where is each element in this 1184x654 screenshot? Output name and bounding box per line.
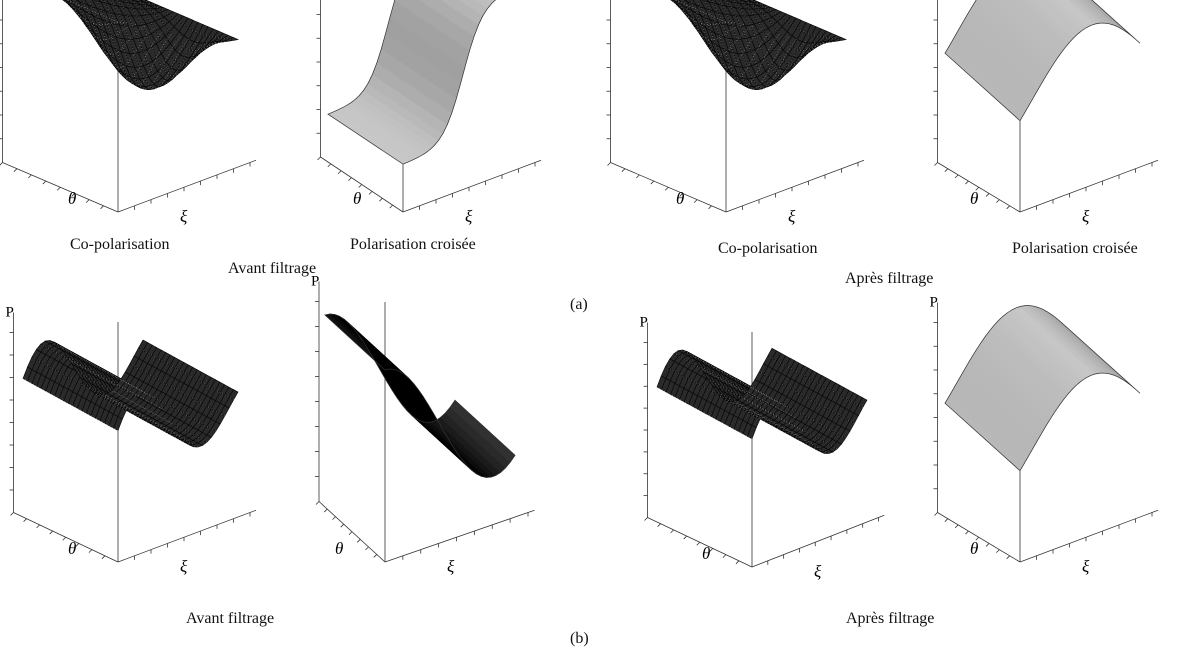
p-axis-label: P <box>930 295 938 311</box>
axes <box>315 281 535 563</box>
caption-a-right-co: Co-polarisation <box>718 240 818 257</box>
xi-axis-label: ξ <box>180 207 188 226</box>
xi-axis-label: ξ <box>814 562 822 581</box>
surface-shaded <box>944 305 1141 472</box>
axes <box>9 312 257 563</box>
p-axis-label: P <box>640 315 648 331</box>
plot-a3: Pθξ <box>606 0 865 226</box>
xi-axis-label: ξ <box>788 207 796 226</box>
xi-axis-label: ξ <box>1082 557 1090 576</box>
plot-a1: Pθξ <box>0 0 257 226</box>
theta-axis-label: θ <box>335 539 343 558</box>
plot-a2: Pθξ <box>285 0 542 226</box>
theta-axis-label: θ <box>970 539 978 558</box>
surface-mesh <box>670 0 847 90</box>
row-label-a: (a) <box>570 296 588 313</box>
theta-axis-label: θ <box>970 189 978 208</box>
theta-axis-label: θ <box>676 189 684 208</box>
caption-a-right-cross: Polarisation croisée <box>1012 240 1138 257</box>
theta-axis-label: θ <box>68 539 76 558</box>
theta-axis-label: θ <box>353 189 361 208</box>
surface-mesh <box>62 0 239 90</box>
axes <box>0 0 257 213</box>
caption-a-left-co: Co-polarisation <box>70 236 170 253</box>
surface-shaded <box>944 0 1141 122</box>
caption-a-right-group: Après filtrage <box>845 270 934 287</box>
plot-a4: Pθξ <box>918 0 1168 226</box>
caption-a-left-group: Avant filtrage <box>228 260 317 277</box>
p-axis-label: P <box>6 305 14 321</box>
surface-shaded <box>324 313 516 478</box>
caption-a-left-cross: Polarisation croisée <box>350 236 476 253</box>
surface-mesh <box>656 347 868 454</box>
xi-axis-label: ξ <box>465 207 473 226</box>
surface-shaded <box>327 0 496 165</box>
caption-b-left-group: Avant filtrage <box>186 610 275 627</box>
theta-axis-label: θ <box>702 544 710 563</box>
p-axis-label: P <box>311 274 319 290</box>
xi-axis-label: ξ <box>1082 207 1090 226</box>
theta-axis-label: θ <box>68 189 76 208</box>
caption-b-right-group: Après filtrage <box>846 610 935 627</box>
xi-axis-label: ξ <box>180 557 188 576</box>
axes <box>643 322 885 568</box>
xi-axis-label: ξ <box>447 557 455 576</box>
row-label-b: (b) <box>570 630 589 647</box>
surface-mesh <box>22 339 239 448</box>
